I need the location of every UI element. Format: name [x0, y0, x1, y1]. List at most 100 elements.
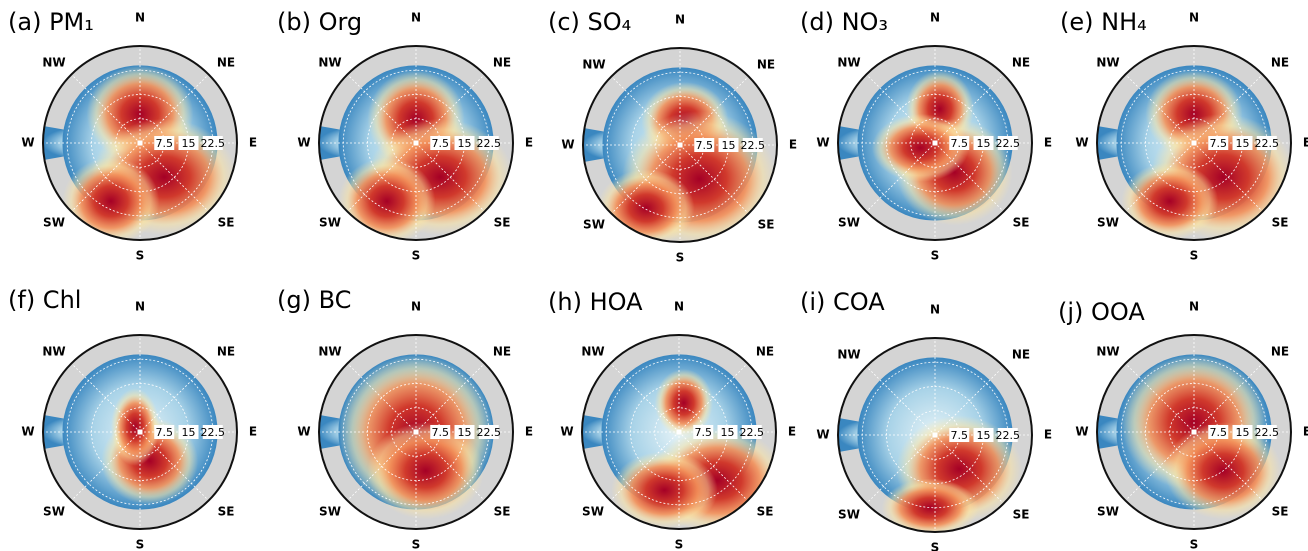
direction-label: W — [21, 425, 34, 439]
r-tick-label: 15 — [1236, 137, 1250, 150]
r-tick-label: 22.5 — [201, 137, 226, 150]
panel-title: (i) COA — [800, 288, 885, 316]
r-tick-label: 22.5 — [996, 137, 1021, 150]
direction-label: NE — [756, 345, 774, 359]
center-dot — [137, 140, 143, 146]
r-tick-label: 15 — [458, 426, 472, 439]
outer-ring — [837, 45, 1033, 241]
tick-label-box — [973, 428, 994, 442]
direction-label: SE — [218, 216, 235, 230]
spoke — [866, 434, 936, 504]
tick-label-box — [178, 425, 199, 439]
center-dot — [1191, 140, 1197, 146]
direction-label: E — [788, 425, 796, 439]
center-dot — [1191, 429, 1197, 435]
spoke — [347, 363, 417, 433]
direction-label: NW — [1096, 56, 1119, 70]
direction-label: SE — [1272, 505, 1289, 519]
panel-title: (a) PM₁ — [8, 8, 94, 36]
direction-label: S — [931, 541, 940, 551]
direction-label: NE — [757, 58, 775, 72]
tick-label-box — [741, 425, 762, 439]
direction-label: S — [412, 538, 421, 551]
spoke — [610, 431, 680, 501]
spoke — [139, 142, 209, 212]
r-tick-label: 22.5 — [201, 426, 226, 439]
direction-label: NE — [493, 56, 511, 70]
panel-title: (d) NO₃ — [800, 8, 888, 36]
direction-label: SE — [1272, 216, 1289, 230]
center-dot — [932, 140, 938, 146]
direction-label: S — [1190, 249, 1199, 263]
direction-label: SW — [582, 505, 604, 519]
r-tick-label: 15 — [182, 137, 196, 150]
spoke — [1193, 431, 1263, 501]
hotspot — [1121, 162, 1219, 240]
r-tick-label: 15 — [721, 426, 735, 439]
direction-label: NW — [837, 348, 860, 362]
direction-label: NE — [217, 345, 235, 359]
spoke — [934, 142, 1004, 212]
spoke — [866, 74, 936, 144]
direction-label: E — [525, 136, 533, 150]
direction-label: E — [249, 425, 257, 439]
center-dot — [932, 432, 938, 438]
spoke — [678, 431, 748, 501]
direction-label: NE — [1271, 345, 1289, 359]
r-tick-label: 22.5 — [996, 429, 1021, 442]
panel-title: (f) Chl — [8, 286, 81, 314]
direction-label: E — [789, 138, 797, 152]
direction-label: N — [411, 11, 421, 25]
direction-label: W — [816, 428, 829, 442]
direction-label: SW — [838, 216, 860, 230]
tick-label-box — [997, 428, 1018, 442]
polar-panel: (g) BC 7.5 15 22.5 N NE E SE S SW W NW — [277, 286, 533, 551]
direction-label: NE — [1271, 56, 1289, 70]
direction-label: W — [1075, 136, 1088, 150]
direction-label: N — [930, 303, 940, 317]
spoke — [139, 74, 209, 144]
outer-ring — [1096, 45, 1292, 241]
direction-label: NW — [318, 345, 341, 359]
polar-panel: (j) OOA 7.5 15 22.5 N NE E SE S SW W NW — [1058, 298, 1308, 551]
r-tick-label: 22.5 — [1255, 137, 1280, 150]
tick-label-box — [478, 136, 499, 150]
tick-label-box — [1256, 136, 1277, 150]
spoke — [347, 142, 417, 212]
r-tick-label: 7.5 — [1210, 137, 1228, 150]
hotspot — [62, 157, 160, 240]
hotspot — [881, 478, 979, 532]
r-tick-label: 15 — [458, 137, 472, 150]
panel-title: (j) OOA — [1058, 298, 1145, 326]
spoke — [1193, 74, 1263, 144]
tick-label-box — [202, 136, 223, 150]
center-dot — [677, 142, 683, 148]
center-dot — [676, 429, 682, 435]
spoke — [679, 144, 749, 214]
direction-label: E — [1044, 136, 1052, 150]
direction-label: W — [21, 136, 34, 150]
r-tick-label: 15 — [182, 426, 196, 439]
tick-label-box — [742, 138, 763, 152]
spoke — [678, 363, 748, 433]
polar-panel: (f) Chl 7.5 15 22.5 N NE E SE S SW W NW — [8, 286, 257, 551]
direction-label: E — [1303, 136, 1308, 150]
polar-panel: (i) COA 7.5 15 22.5 N NE E SE S SW W NW — [800, 288, 1052, 551]
direction-label: SE — [218, 505, 235, 519]
direction-label: SW — [1097, 216, 1119, 230]
spoke — [415, 142, 485, 212]
spoke — [347, 74, 417, 144]
panel-title: (g) BC — [277, 286, 351, 314]
polar-panel: (c) SO₄ 7.5 15 22.5 N NE E SE S SW W NW — [548, 8, 797, 265]
polar-panel: (a) PM₁ 7.5 15 22.5 N NE E SE S SW W NW — [8, 8, 257, 263]
spoke — [347, 431, 417, 501]
direction-label: NW — [582, 58, 605, 72]
hotspot — [110, 388, 160, 466]
direction-label: NE — [1012, 56, 1030, 70]
spoke — [934, 74, 1004, 144]
spoke — [866, 366, 936, 436]
hotspot — [871, 113, 969, 182]
direction-label: NW — [837, 56, 860, 70]
spoke — [610, 363, 680, 433]
direction-label: W — [561, 138, 574, 152]
